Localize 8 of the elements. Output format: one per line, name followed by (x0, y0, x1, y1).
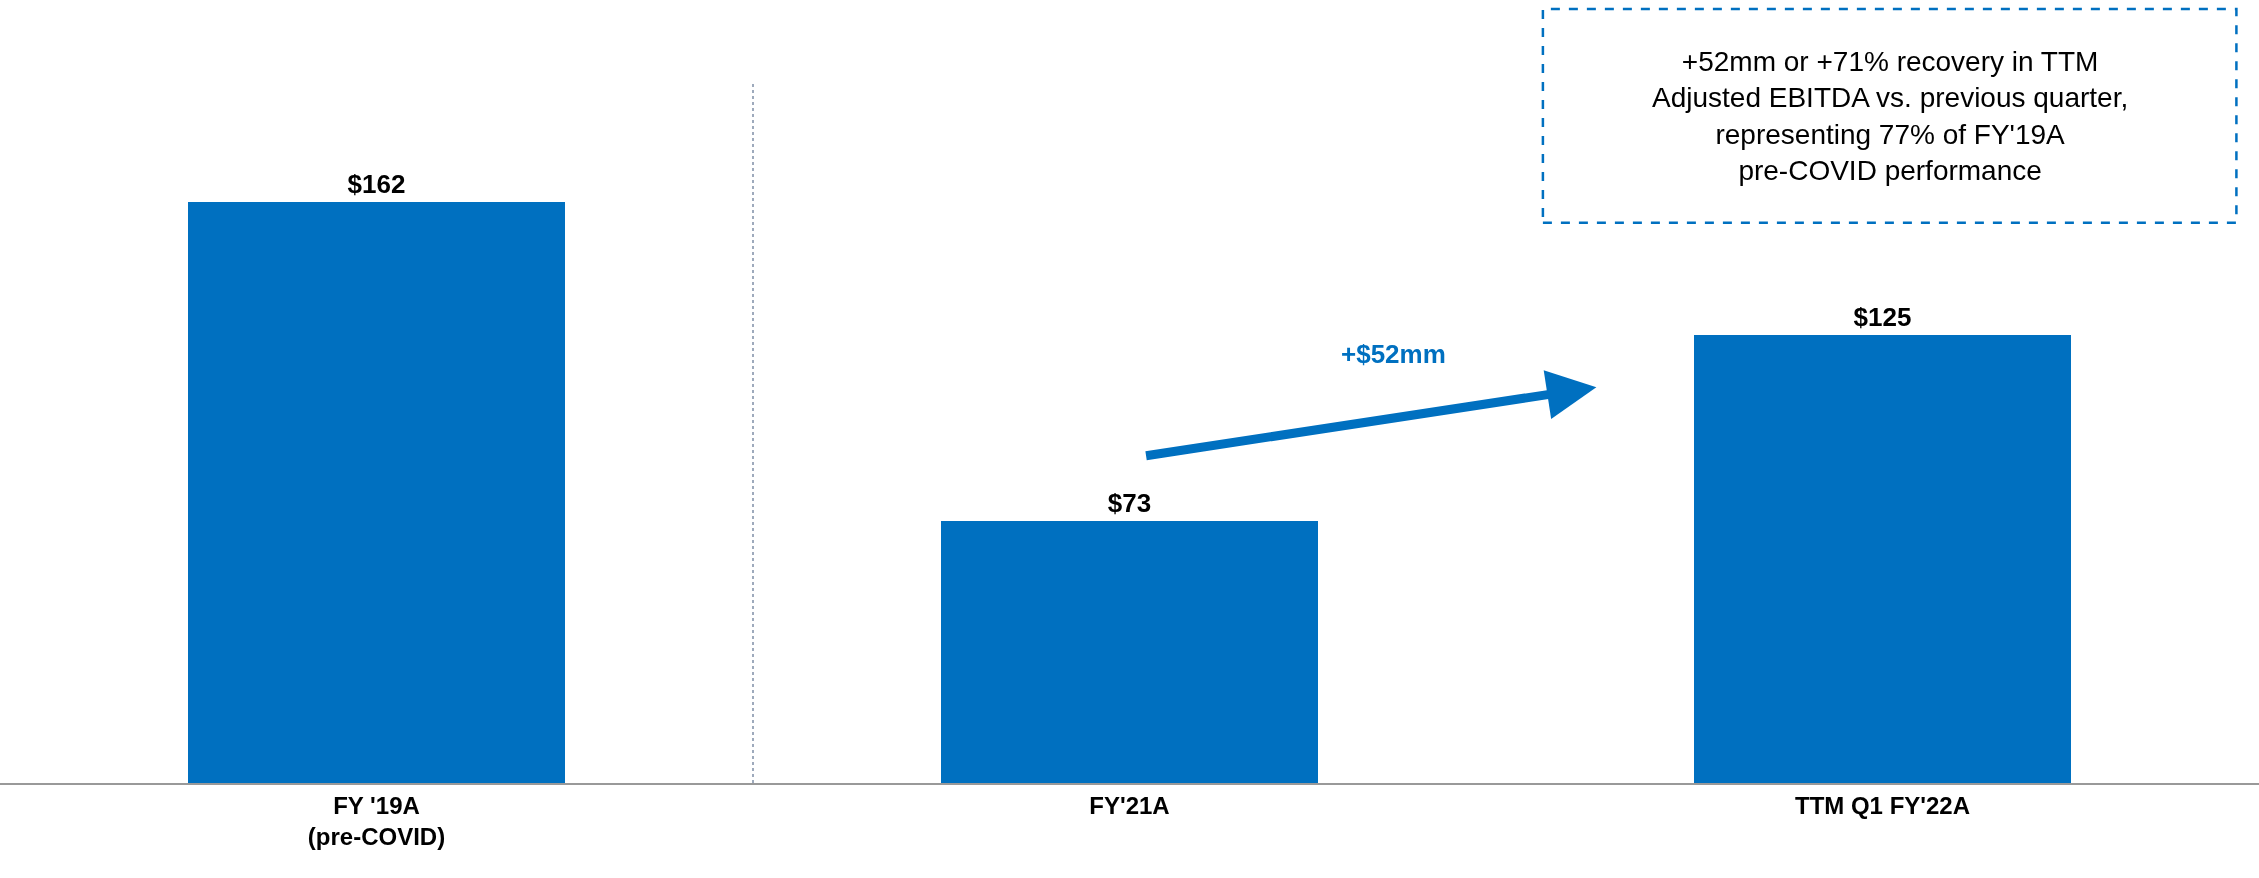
text: +52mm or +71% recovery in TTM Adjusted EBITDA vs. previous quarter, representing 77% of FY'19A pre-COVID performance (1652, 46, 2129, 187)
data-label: $73 (1107, 488, 1152, 518)
annotation: +$52mm (1341, 339, 1446, 369)
x-tick-label: FY '19A (pre-COVID) (307, 791, 446, 850)
x-tick-label: FY'21A (1089, 791, 1170, 819)
data-label: $125 (1853, 302, 1912, 332)
x-tick-label: TTM Q1 FY'22A (1794, 791, 1971, 819)
data-label: $162 (347, 169, 406, 199)
